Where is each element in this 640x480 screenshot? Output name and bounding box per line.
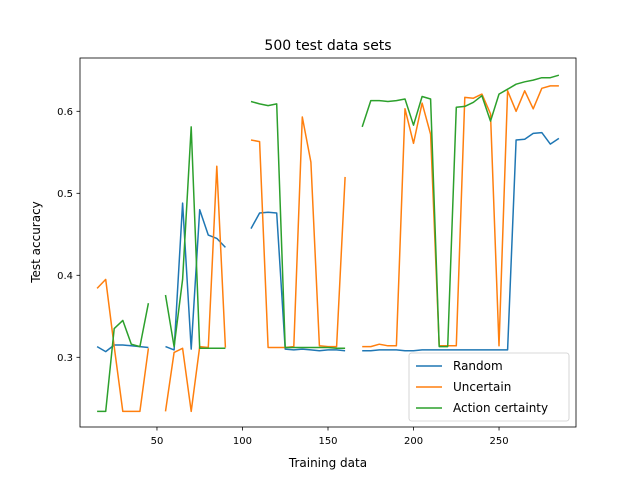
x-tick-label: 100 (233, 436, 252, 447)
series-line-action-certainty-segment-3 (250, 100, 346, 350)
x-tick-label: 200 (404, 436, 423, 447)
x-tick-label: 50 (151, 436, 164, 447)
legend-box (408, 352, 570, 422)
y-tick-label: 0.4 (57, 271, 73, 282)
legend: Random Uncertain Action certainty (408, 352, 570, 422)
legend-label: Uncertain (453, 380, 511, 394)
series-line-uncertain-segment-3 (250, 116, 346, 349)
series-line-random-segment-2 (165, 202, 226, 351)
y-axis: 0.3 0.4 0.5 0.6 (57, 107, 80, 364)
y-tick-label: 0.6 (57, 107, 73, 118)
x-tick-label: 150 (318, 436, 337, 447)
series-line-uncertain-segment-1 (96, 278, 150, 413)
series-line-uncertain-segment-2 (164, 165, 227, 413)
series-line-uncertain-segment-4 (362, 85, 559, 348)
y-axis-label: Test accuracy (29, 201, 43, 284)
y-tick-label: 0.5 (57, 189, 73, 200)
series-line-action-certainty-segment-1 (97, 303, 150, 413)
plot-area (96, 74, 560, 413)
chart-title: 500 test data sets (264, 38, 391, 54)
x-axis-label: Training data (288, 456, 367, 470)
series-line-random-segment-4 (362, 131, 560, 352)
x-tick-label: 250 (489, 436, 508, 447)
y-tick-label: 0.3 (57, 353, 73, 364)
x-axis: 50 100 150 200 250 (151, 427, 509, 447)
series-line-action-certainty-segment-4 (361, 74, 560, 348)
legend-label: Action certainty (453, 401, 548, 415)
series-line-action-certainty-segment-2 (164, 126, 226, 350)
series-line-random-segment-3 (250, 211, 346, 352)
legend-label: Random (453, 359, 503, 373)
